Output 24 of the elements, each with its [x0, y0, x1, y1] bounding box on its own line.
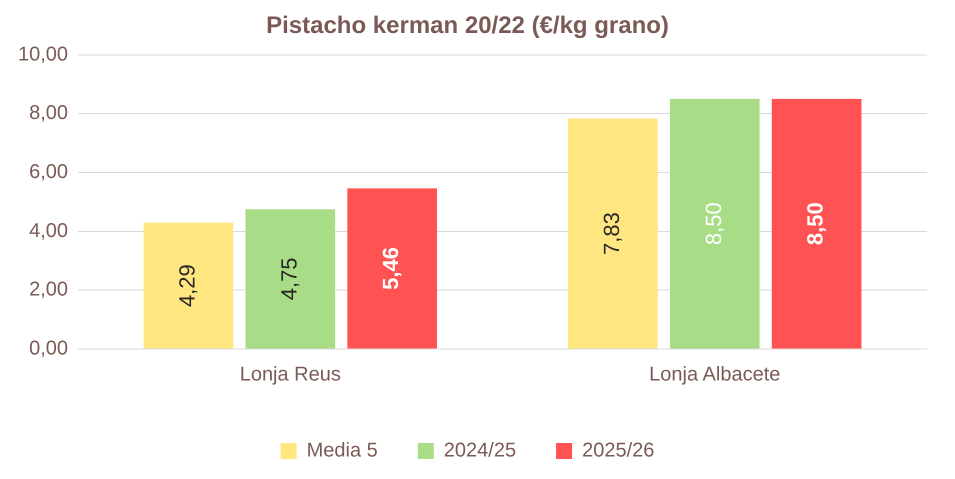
legend-label: 2025/26	[582, 440, 654, 462]
legend-label: 2024/25	[444, 440, 516, 462]
y-tick-label: 6,00	[29, 160, 68, 183]
data-label: 4,29	[174, 264, 200, 308]
y-tick-label: 4,00	[29, 220, 68, 242]
bar	[670, 98, 760, 348]
legend-label: Media 5	[306, 440, 378, 462]
x-tick-label: Lonja Reus	[240, 364, 341, 386]
bar	[568, 118, 658, 348]
y-tick-label: 2,00	[29, 278, 68, 301]
data-label: 8,50	[802, 202, 828, 246]
y-tick-label: 0,00	[29, 338, 68, 360]
bar	[144, 222, 234, 348]
data-label: 7,83	[598, 212, 624, 255]
chart-title: Pistacho kerman 20/22 (€/kg grano)	[266, 12, 669, 40]
y-tick-label: 8,00	[29, 102, 68, 124]
bar	[245, 209, 336, 348]
bar	[347, 188, 437, 348]
x-tick-label: Lonja Albacete	[649, 364, 780, 386]
y-tick-label: 10,00	[18, 43, 68, 66]
data-label: 5,46	[378, 247, 404, 290]
data-label: 8,50	[700, 202, 726, 246]
bar	[772, 98, 862, 348]
data-label: 4,75	[276, 257, 302, 300]
